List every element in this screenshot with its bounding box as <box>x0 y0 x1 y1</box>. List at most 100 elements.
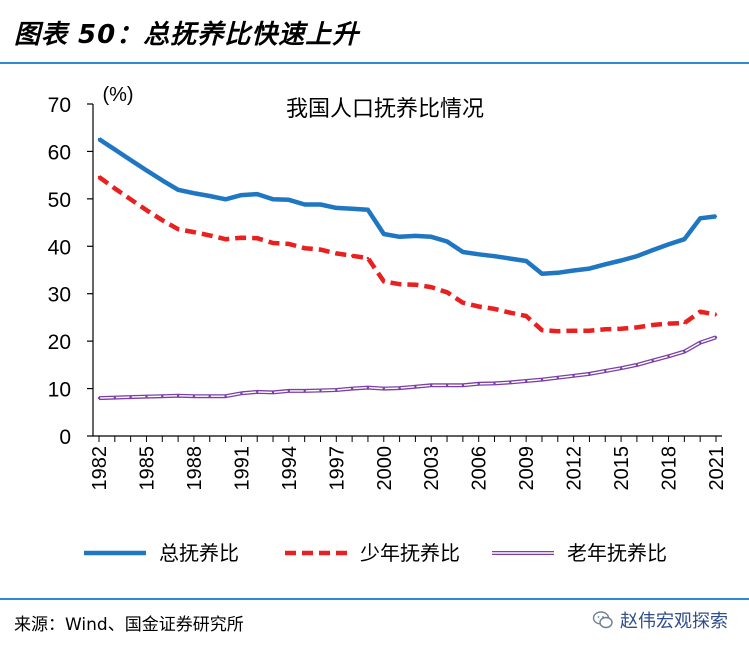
series-3-point <box>176 394 180 397</box>
series-2-point <box>129 198 132 201</box>
series-2-point <box>525 314 528 318</box>
series-2-point <box>651 323 654 327</box>
series-3-point <box>192 395 196 398</box>
y-tick-label: 10 <box>48 379 71 402</box>
y-tick-label: 50 <box>48 189 71 212</box>
series-2-point <box>366 256 370 260</box>
x-tick-label: 2006 <box>469 446 491 491</box>
series-3-point <box>319 389 322 392</box>
series-3-point <box>477 382 480 385</box>
series-1-point <box>319 203 322 206</box>
series-3-point <box>208 395 211 398</box>
x-tick-label: 1982 <box>89 446 111 491</box>
series-3-point <box>461 384 465 387</box>
legend-label-1: 总抚养比 <box>159 541 239 565</box>
series-1-point <box>366 208 370 211</box>
series-3-point <box>525 379 528 383</box>
series-3-point <box>303 389 306 393</box>
x-tick-label: 2012 <box>564 446 586 491</box>
series-2-point <box>556 330 559 333</box>
footer-divider <box>0 598 749 600</box>
series-2-point <box>224 238 227 241</box>
series-1-point <box>493 255 496 258</box>
series-1-line <box>97 137 717 277</box>
series-2-point <box>667 322 670 325</box>
x-tick-label: 2000 <box>374 446 396 491</box>
series-3-point <box>350 387 354 390</box>
watermark: 赵伟宏观探索 <box>592 604 728 636</box>
x-tick-label: 2021 <box>706 446 728 491</box>
series-3-point <box>145 395 148 398</box>
series-1-point <box>477 253 480 256</box>
line-chart: 0 10 20 30 40 50 60 70 1982 1985 1988 1991 1994 1997 2… <box>48 84 728 565</box>
series-1-point <box>224 198 227 201</box>
series-1-point <box>714 215 718 218</box>
series-2-line <box>97 175 717 334</box>
series-2-point <box>683 321 686 325</box>
series-2-point <box>398 283 401 286</box>
series-3-point <box>382 387 385 390</box>
chart-axes: 0 10 20 30 40 50 60 70 1982 1985 1988 1991 1994 1997 2… <box>48 94 728 491</box>
series-1-point <box>208 194 211 198</box>
series-3-point <box>430 384 433 387</box>
series-3-point <box>556 376 559 379</box>
series-1-point <box>461 250 465 254</box>
series-1-point <box>699 217 702 220</box>
series-1-point <box>129 158 132 162</box>
series-1-point <box>588 267 591 270</box>
series-1-point <box>287 198 290 201</box>
series-2-point <box>271 241 275 245</box>
series-1-point <box>540 272 544 275</box>
series-1-point <box>161 179 164 182</box>
series-2-point <box>540 329 544 332</box>
series-2-point <box>588 329 591 332</box>
series-3-point <box>667 355 670 358</box>
series-1-point <box>604 263 607 266</box>
series-1-point <box>525 259 528 263</box>
x-tick-label: 2015 <box>611 446 633 491</box>
y-tick-label: 60 <box>48 141 71 164</box>
series-2-point <box>461 301 465 304</box>
header-divider <box>0 62 749 64</box>
series-2-point <box>509 311 512 314</box>
series-2-point <box>604 328 607 331</box>
series-3-point <box>224 395 227 398</box>
series-2-point <box>335 252 338 255</box>
source-note: 来源：Wind、国金证券研究所 <box>14 615 244 635</box>
series-2-point <box>287 242 290 246</box>
series-2-point <box>714 313 718 316</box>
series-1-point <box>683 238 686 241</box>
x-tick-label: 1991 <box>231 446 253 491</box>
series-1-point <box>335 206 338 210</box>
series-2-point <box>382 280 385 283</box>
series-3-point <box>714 336 718 339</box>
x-tick-label: 1997 <box>326 446 348 491</box>
series-2-point <box>113 187 117 190</box>
wechat-icon <box>592 611 613 629</box>
series-1-point <box>635 255 639 258</box>
series-1-point <box>382 232 385 236</box>
series-3-point <box>113 396 117 399</box>
x-tick-label: 1985 <box>136 446 158 491</box>
series-1-point <box>303 203 306 206</box>
series-2-point <box>176 228 180 231</box>
series-3-point <box>619 367 623 370</box>
series-1-point <box>145 169 148 172</box>
series-2-point <box>240 236 243 239</box>
y-axis-unit-label: (%) <box>102 84 133 106</box>
chart-title: 我国人口抚养比情况 <box>286 97 484 122</box>
series-2-point <box>303 247 306 250</box>
series-3-point <box>129 395 132 399</box>
series-3-point <box>445 384 449 387</box>
series-3-point <box>509 381 512 384</box>
series-2-point <box>619 327 623 330</box>
y-tick-label: 70 <box>48 94 71 117</box>
series-2-point <box>572 329 575 332</box>
y-tick-label: 40 <box>48 236 71 259</box>
series-1-point <box>619 259 623 262</box>
y-tick-label: 20 <box>48 331 71 354</box>
series-3-point <box>256 390 259 394</box>
series-3-point <box>161 395 164 398</box>
series-3-point <box>683 350 686 353</box>
series-3-point <box>651 359 654 362</box>
